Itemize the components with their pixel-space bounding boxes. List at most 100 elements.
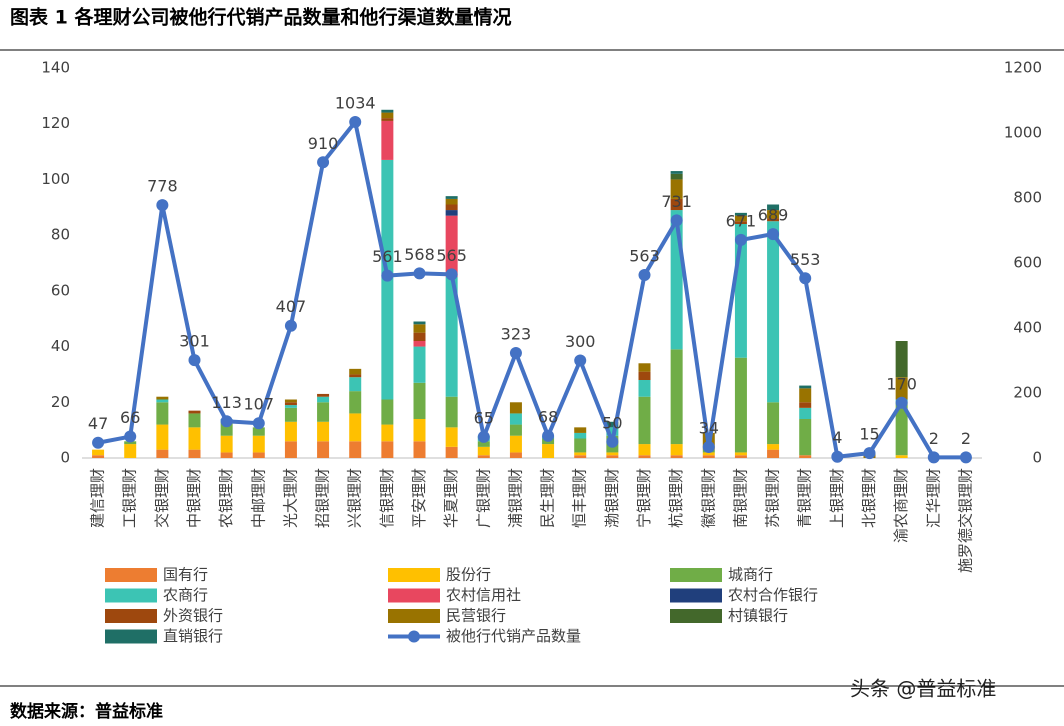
- bar-segment: [124, 441, 137, 445]
- y2-tick-label: 1200: [1004, 59, 1042, 77]
- bar-segment: [92, 449, 105, 456]
- bar-segment: [188, 427, 201, 450]
- bar-segment: [767, 210, 780, 219]
- data-label: 689: [758, 206, 789, 225]
- x-tick-label: 渝农商理财: [892, 468, 910, 543]
- x-tick-label: 交银理财: [153, 468, 171, 528]
- bar-segment: [156, 399, 169, 403]
- bar-segment: [445, 215, 458, 277]
- bar-segment: [349, 441, 362, 458]
- x-tick-label: 兴银理财: [346, 468, 364, 528]
- bar-segment: [767, 402, 780, 445]
- data-label: 910: [308, 134, 339, 153]
- data-label: 4: [832, 428, 842, 447]
- data-label: 34: [699, 418, 719, 437]
- bar-segment: [895, 377, 908, 400]
- line-marker: [252, 417, 265, 430]
- bar-segment: [477, 441, 490, 447]
- bar-segment: [156, 449, 169, 458]
- legend-swatch: [388, 568, 440, 582]
- y-tick-label: 40: [51, 337, 70, 355]
- x-tick-label: 杭银理财: [667, 468, 685, 528]
- bar-segment: [799, 388, 812, 403]
- bar-segment: [799, 407, 812, 419]
- bar-segment: [670, 455, 683, 458]
- bar-segment: [349, 377, 362, 392]
- bar-segment: [413, 441, 426, 458]
- bar-segment: [349, 391, 362, 414]
- data-label: 107: [244, 395, 275, 414]
- legend-swatch: [105, 629, 157, 644]
- bar-segment: [734, 357, 747, 453]
- legend-swatch: [670, 568, 722, 582]
- x-tick-label: 建信理财: [89, 468, 107, 528]
- data-label: 323: [501, 325, 532, 344]
- data-label: 2: [961, 429, 971, 448]
- legend-label: 国有行: [163, 566, 208, 584]
- bar-segment: [509, 402, 522, 414]
- bar-segment: [445, 196, 458, 199]
- legend-label: 村镇银行: [728, 607, 788, 625]
- data-label: 47: [88, 414, 108, 433]
- line-marker: [799, 272, 812, 285]
- legend-swatch: [105, 609, 157, 623]
- bar-segment: [574, 438, 587, 453]
- bar-segment: [670, 444, 683, 456]
- data-label: 170: [886, 374, 917, 393]
- data-label: 671: [726, 211, 757, 230]
- bar-segment: [606, 452, 619, 456]
- data-label: 2: [929, 429, 939, 448]
- bar-segment: [895, 341, 908, 378]
- bar-segment: [477, 446, 490, 456]
- legend-marker: [408, 630, 420, 643]
- legend-swatch: [670, 609, 722, 623]
- line-marker: [220, 415, 233, 428]
- data-label: 65: [474, 408, 494, 427]
- source: 数据来源：普益标准: [10, 701, 163, 722]
- line-marker: [477, 430, 490, 443]
- x-tick-label: 工银理财: [121, 468, 139, 528]
- bar-segment: [509, 435, 522, 453]
- bar-segment: [638, 396, 651, 445]
- line-marker: [734, 233, 747, 246]
- line-marker: [542, 429, 555, 442]
- bar-segment: [767, 218, 780, 222]
- x-tick-label: 招银理财: [314, 468, 332, 528]
- x-tick-label: 青银理财: [796, 468, 814, 528]
- line-marker: [895, 396, 908, 409]
- y-tick-label: 0: [60, 449, 70, 467]
- bar-segment: [670, 349, 683, 445]
- data-label: 15: [859, 425, 879, 444]
- bar-segment: [767, 444, 780, 450]
- line-marker: [349, 115, 362, 128]
- data-label: 407: [276, 297, 307, 316]
- line-marker: [509, 347, 522, 360]
- bar-segment: [124, 444, 137, 458]
- bar-segment: [252, 427, 265, 436]
- x-tick-label: 汇华理财: [924, 468, 942, 528]
- bar-segment: [606, 455, 619, 458]
- bar-segment: [542, 444, 555, 458]
- x-tick-label: 上银理财: [828, 468, 846, 528]
- x-tick-label: 渤银理财: [603, 468, 621, 528]
- y-tick-label: 60: [51, 281, 70, 299]
- bar-segment: [284, 402, 297, 406]
- data-label: 731: [661, 192, 692, 211]
- bar-segment: [156, 396, 169, 400]
- line-marker: [445, 268, 458, 281]
- bar-segment: [349, 374, 362, 378]
- data-label: 66: [120, 408, 140, 427]
- bar-segment: [284, 421, 297, 442]
- bar-segment: [445, 210, 458, 216]
- bar-segment: [509, 452, 522, 458]
- data-label: 301: [179, 332, 210, 351]
- bar-segment: [799, 419, 812, 456]
- bar-segment: [767, 449, 780, 458]
- x-tick-label: 中邮理财: [249, 468, 267, 528]
- y-tick-label: 20: [51, 393, 70, 411]
- bar-segment: [445, 198, 458, 205]
- legend-label: 外资银行: [163, 607, 223, 625]
- bar-segment: [670, 173, 683, 180]
- bar-segment: [188, 410, 201, 414]
